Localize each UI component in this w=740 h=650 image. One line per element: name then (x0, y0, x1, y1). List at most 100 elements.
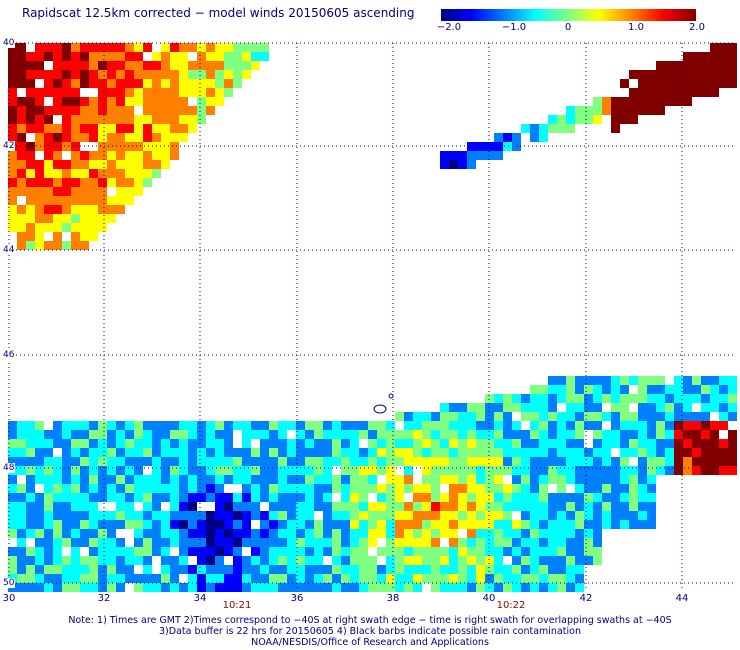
wind-cell (17, 439, 26, 448)
wind-cell (611, 376, 620, 385)
wind-cell (62, 124, 71, 133)
wind-cell (719, 457, 728, 466)
wind-cell (179, 115, 188, 124)
wind-cell (575, 511, 584, 520)
wind-cell (17, 556, 26, 565)
wind-cell (647, 457, 656, 466)
wind-cell (62, 196, 71, 205)
wind-cell (602, 484, 611, 493)
wind-cell (611, 484, 620, 493)
wind-cell (179, 43, 188, 52)
wind-cell (8, 115, 17, 124)
wind-cell (377, 583, 386, 592)
wind-cell (62, 457, 71, 466)
wind-cell (8, 133, 17, 142)
wind-cell (44, 115, 53, 124)
wind-cell (251, 421, 260, 430)
wind-cell (107, 484, 116, 493)
wind-cell (728, 43, 737, 52)
wind-cell (440, 493, 449, 502)
footnote-line: 3)Data buffer is 22 hrs for 20150605 4) … (159, 626, 581, 637)
wind-cell (449, 421, 458, 430)
wind-cell (170, 421, 179, 430)
wind-cell (701, 421, 710, 430)
wind-cell (710, 448, 719, 457)
wind-cell (656, 70, 665, 79)
wind-cell (350, 556, 359, 565)
wind-cell (629, 394, 638, 403)
wind-cell (53, 583, 62, 592)
wind-cell (287, 484, 296, 493)
wind-cell (26, 475, 35, 484)
wind-cell (557, 538, 566, 547)
wind-cell (62, 106, 71, 115)
wind-cell (476, 511, 485, 520)
wind-cell (638, 466, 647, 475)
wind-cell (611, 124, 620, 133)
wind-cell (89, 43, 98, 52)
wind-cell (269, 484, 278, 493)
wind-cell (116, 160, 125, 169)
wind-cell (89, 493, 98, 502)
wind-cell (647, 493, 656, 502)
wind-cell (53, 511, 62, 520)
wind-cell (575, 376, 584, 385)
wind-cell (341, 502, 350, 511)
wind-cell (287, 493, 296, 502)
wind-cell (449, 160, 458, 169)
wind-cell (449, 565, 458, 574)
wind-cell (152, 88, 161, 97)
wind-cell (134, 421, 143, 430)
wind-cell (89, 511, 98, 520)
wind-cell (98, 214, 107, 223)
wind-cell (386, 574, 395, 583)
wind-cell (53, 151, 62, 160)
wind-cell (611, 457, 620, 466)
wind-cell (305, 511, 314, 520)
wind-cell (53, 142, 62, 151)
wind-cell (89, 583, 98, 592)
wind-cell (26, 115, 35, 124)
wind-cell (134, 538, 143, 547)
wind-cell (71, 538, 80, 547)
lat-lon-grid (8, 42, 735, 588)
wind-cell (269, 448, 278, 457)
wind-cell (638, 493, 647, 502)
wind-cell (305, 538, 314, 547)
wind-cell (125, 556, 134, 565)
wind-cell (566, 376, 575, 385)
wind-cell (629, 106, 638, 115)
wind-cell (53, 133, 62, 142)
wind-cell (62, 556, 71, 565)
wind-cell (575, 403, 584, 412)
wind-cell (530, 457, 539, 466)
wind-cell (431, 448, 440, 457)
wind-cell (458, 502, 467, 511)
wind-cell (431, 502, 440, 511)
wind-cell (566, 547, 575, 556)
wind-cell (593, 538, 602, 547)
wind-cell (152, 70, 161, 79)
wind-cell (566, 502, 575, 511)
wind-cell (530, 430, 539, 439)
wind-cell (269, 430, 278, 439)
wind-cell (89, 547, 98, 556)
wind-cell (368, 574, 377, 583)
wind-cell (440, 583, 449, 592)
wind-cell (98, 583, 107, 592)
wind-cell (584, 385, 593, 394)
wind-cell (179, 538, 188, 547)
wind-cell (665, 79, 674, 88)
wind-cell (584, 421, 593, 430)
wind-cell (665, 97, 674, 106)
wind-cell (404, 421, 413, 430)
wind-cell (233, 457, 242, 466)
wind-cell (395, 448, 404, 457)
wind-cell (44, 205, 53, 214)
wind-cell (296, 493, 305, 502)
wind-cell (431, 556, 440, 565)
wind-cell (152, 421, 161, 430)
wind-cell (89, 457, 98, 466)
wind-cell (638, 70, 647, 79)
wind-cell (143, 547, 152, 556)
